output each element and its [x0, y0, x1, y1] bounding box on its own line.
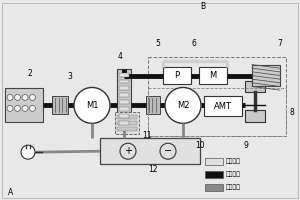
Text: 12: 12: [148, 165, 158, 174]
Circle shape: [74, 87, 110, 123]
Bar: [148, 88, 286, 136]
Text: −: −: [164, 146, 172, 156]
Bar: [245, 110, 265, 122]
Bar: [205, 158, 223, 165]
Text: B: B: [200, 2, 205, 11]
Circle shape: [22, 94, 28, 100]
Text: AMT: AMT: [214, 102, 232, 111]
Text: M1: M1: [86, 101, 98, 110]
Bar: [115, 112, 139, 134]
Text: 4: 4: [118, 52, 123, 61]
Text: M: M: [209, 71, 217, 80]
Bar: [119, 73, 129, 77]
Text: P: P: [174, 71, 180, 80]
Bar: [119, 93, 129, 97]
Text: M2: M2: [177, 101, 189, 110]
Text: 10: 10: [195, 141, 205, 150]
Bar: [119, 80, 129, 83]
Text: A: A: [8, 188, 13, 197]
Bar: [117, 115, 137, 119]
Circle shape: [29, 94, 35, 100]
Bar: [119, 107, 129, 111]
Bar: [146, 96, 160, 114]
Text: 电气连接: 电气连接: [226, 185, 241, 190]
Text: 9: 9: [243, 141, 248, 150]
Circle shape: [29, 105, 35, 111]
Circle shape: [7, 94, 13, 100]
Text: 机械连接: 机械连接: [226, 172, 241, 177]
Bar: [119, 114, 129, 118]
Text: 2: 2: [28, 69, 33, 78]
Bar: [100, 138, 200, 164]
Bar: [117, 69, 131, 130]
Text: 7: 7: [277, 39, 282, 48]
Text: +: +: [124, 146, 132, 156]
Bar: [52, 96, 68, 114]
Text: 6: 6: [192, 39, 197, 48]
Text: 液压连接: 液压连接: [226, 159, 241, 164]
Text: 3: 3: [67, 72, 72, 81]
Bar: [119, 86, 129, 90]
Bar: [199, 67, 227, 84]
Bar: [117, 121, 137, 125]
Text: 8: 8: [290, 108, 295, 117]
Circle shape: [21, 145, 35, 159]
Text: 5: 5: [155, 39, 160, 48]
Bar: [252, 65, 280, 86]
Circle shape: [22, 105, 28, 111]
Circle shape: [14, 105, 20, 111]
Bar: [205, 184, 223, 191]
Bar: [5, 88, 43, 122]
Circle shape: [14, 94, 20, 100]
Bar: [117, 127, 137, 131]
Bar: [148, 57, 286, 136]
Bar: [119, 100, 129, 104]
Text: 11: 11: [142, 131, 152, 140]
Bar: [163, 67, 191, 84]
Bar: [119, 121, 129, 125]
Bar: [205, 171, 223, 178]
Bar: [245, 81, 265, 92]
Circle shape: [7, 105, 13, 111]
Bar: [204, 96, 242, 116]
Circle shape: [165, 87, 201, 123]
